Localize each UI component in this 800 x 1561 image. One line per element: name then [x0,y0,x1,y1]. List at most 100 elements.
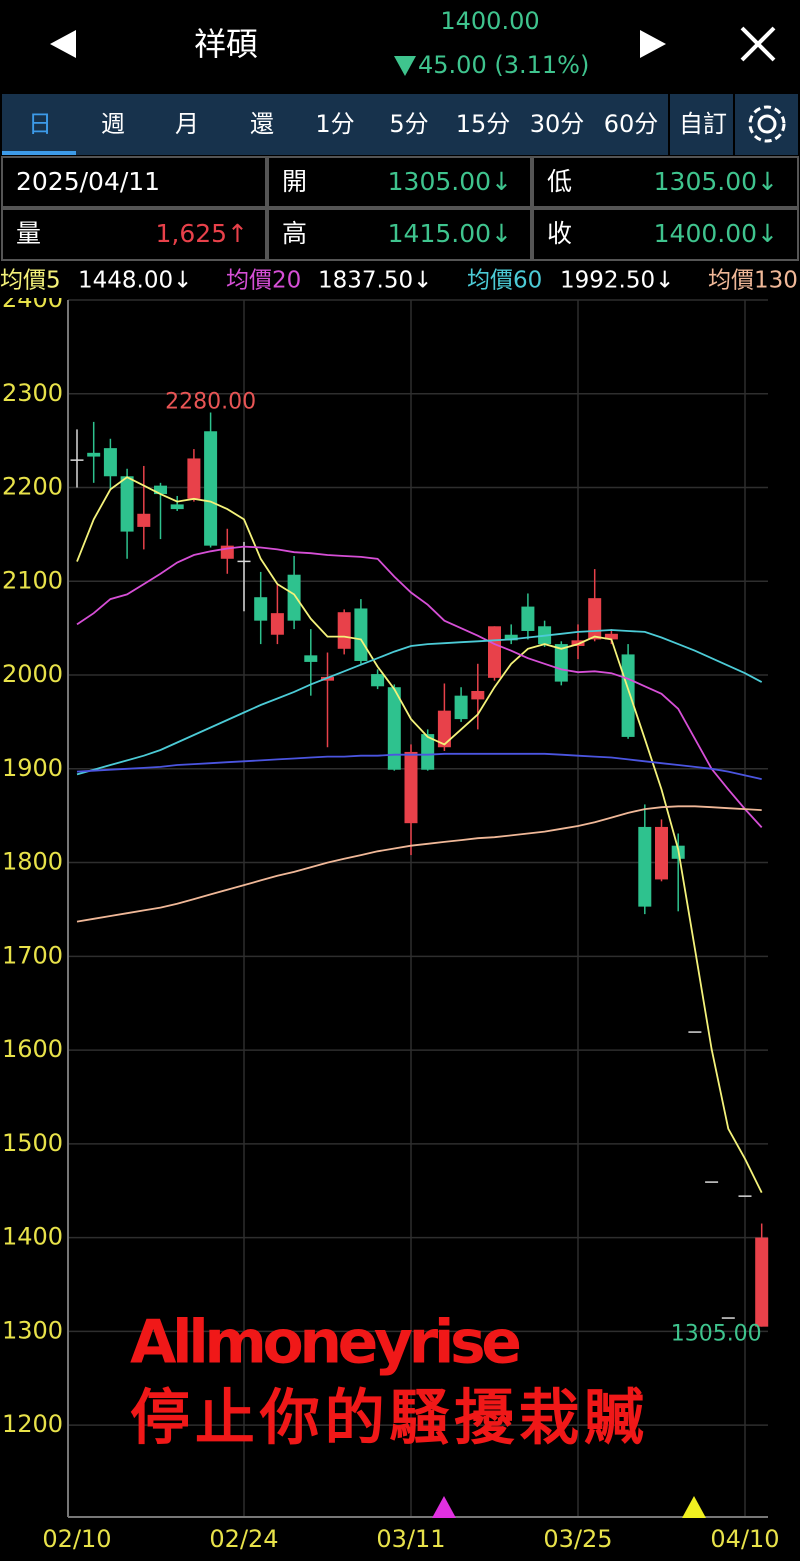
candle-body [371,674,385,687]
watermark: Allmoneyrise [130,1308,522,1378]
candle-body [554,644,568,682]
ma-legend-label: 均價130 [708,268,798,294]
candle-body [137,513,151,527]
quote-value: 1305.00↓ [654,167,778,196]
y-tick-label: 2200 [2,473,63,501]
plot: 02/10 02/24 03/11 03/25 04/10 1200 1300 1400 150… [2,285,780,1553]
tab[interactable]: 60分 [604,110,659,138]
candle-body [70,459,84,461]
ma-legend-value: 1992.50↓ [560,268,674,294]
candle-body [204,431,218,546]
candle-body [354,608,368,661]
candle-body [521,606,535,631]
tab[interactable]: 日 [28,110,52,138]
ma-legend-label: 均價20 [226,268,301,294]
quote-value: 1400.00↓ [654,219,778,248]
tab[interactable]: 5分 [389,110,428,138]
quote-value: 1,625↑ [155,219,248,248]
ma-legend: 均價5 1448.00↓ 均價20 1837.50↓ 均價60 1992.50↓ 均價130 [0,268,798,294]
quote-label: 高 [282,219,307,248]
quote-label: 低 [547,167,572,196]
ma-line [76,629,763,776]
event-marker [432,1496,456,1518]
y-tick-label: 1700 [2,941,63,969]
y-tick-label: 1600 [2,1035,63,1063]
y-tick-label: 1800 [2,848,63,876]
stock-name: 祥碩 [194,25,258,63]
tab[interactable]: 1分 [315,110,354,138]
settings-box [735,94,798,155]
tab[interactable]: 月 [175,110,199,138]
tab-bar [2,94,668,155]
ma-line [76,805,762,923]
candle-body [705,1181,719,1183]
prev-button[interactable] [50,30,76,58]
x-tick-label: 04/10 [710,1525,779,1553]
candle-body [404,751,418,824]
candle-body [103,448,117,477]
quote-grid [1,156,799,261]
candle-body [87,452,101,457]
candle-body [588,598,602,640]
x-tick-label: 02/10 [42,1525,111,1553]
candle-body [237,560,251,563]
tab[interactable]: 自訂 [679,110,727,138]
tab[interactable]: 15分 [456,110,511,138]
x-tick-label: 03/11 [376,1525,445,1553]
y-tick-label: 2000 [2,660,63,688]
custom-tab-box [670,94,733,155]
candle-body [387,687,401,770]
tab[interactable]: 還 [250,110,274,138]
candle-body [488,626,501,678]
candle-body [454,695,468,720]
ma-line [76,476,763,1193]
close-button[interactable] [740,26,776,62]
annotation: 1305.00 [671,1322,762,1347]
candle-body [154,485,167,495]
ma-legend-value: 1448.00↓ [78,268,192,294]
ma-line [76,545,763,829]
tab[interactable]: 週 [101,110,125,138]
y-tick-label: 1900 [2,754,63,782]
next-button[interactable] [640,30,666,58]
candle-body [337,612,351,649]
ma-legend-label: 均價60 [467,268,542,294]
y-tick-label: 1300 [2,1316,63,1344]
candle-body [170,504,184,510]
y-tick-label: 2100 [2,566,63,594]
tabs: 日 週 月 還 1分 5分 15分 30分 60分 自訂 [28,110,727,138]
y-tick-label: 2300 [2,379,63,407]
active-tab-underline [2,151,76,155]
candle-body [721,1317,735,1319]
candle-body [638,826,652,907]
candle-body [437,710,451,748]
candle-body [755,1237,769,1327]
x-tick-label: 03/25 [543,1525,612,1553]
quote-date: 2025/04/11 [16,167,160,196]
ma-line [76,752,762,780]
candle-body [120,476,134,532]
candle-body [254,597,268,621]
quote-label: 收 [547,219,572,248]
candle-body [287,574,301,621]
candle-body [421,734,435,770]
x-tick-label: 02/24 [209,1525,278,1553]
candle-body [688,1031,702,1033]
candle-body [738,1195,752,1197]
price-change: 45.00 (3.11%) [418,51,589,79]
quote-value: 1415.00↓ [388,219,512,248]
tab[interactable]: 30分 [530,110,585,138]
candle-body [621,654,635,737]
candle-body [504,634,518,641]
candle-body [270,613,284,635]
ma-legend-label: 均價5 [0,268,61,294]
header [0,0,800,92]
settings-icon[interactable] [748,105,786,143]
ma-legend-value: 1837.50↓ [318,268,432,294]
y-tick-label: 1200 [2,1410,63,1438]
event-marker [682,1496,706,1518]
candle-body [187,458,201,499]
quote-label: 量 [16,219,41,248]
